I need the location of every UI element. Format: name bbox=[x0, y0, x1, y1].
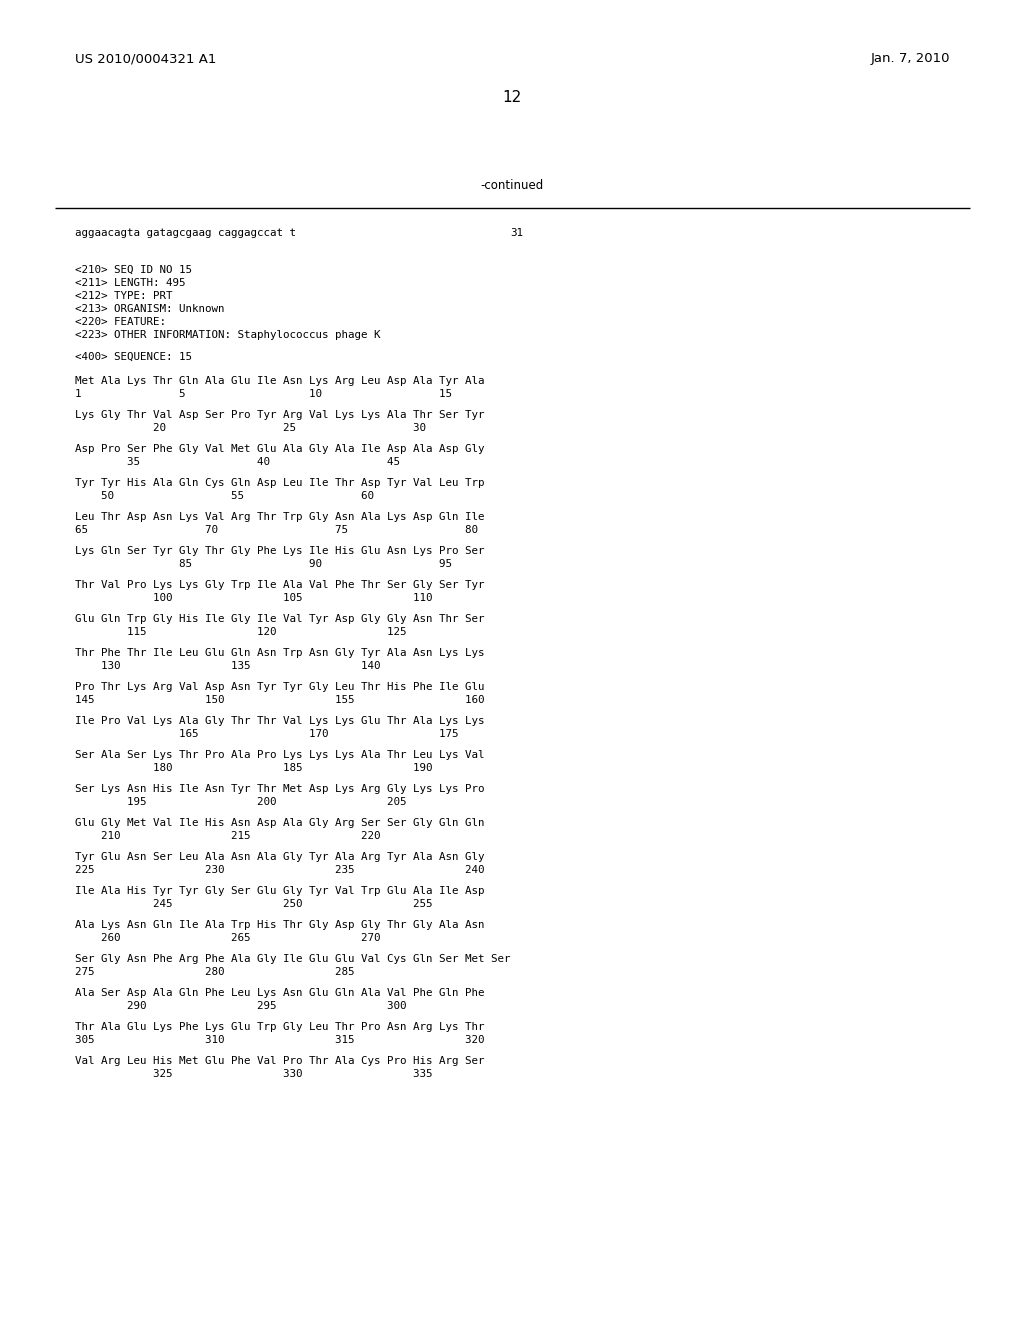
Text: 20                  25                  30: 20 25 30 bbox=[75, 422, 426, 433]
Text: <220> FEATURE:: <220> FEATURE: bbox=[75, 317, 166, 327]
Text: 130                 135                 140: 130 135 140 bbox=[75, 661, 381, 671]
Text: <212> TYPE: PRT: <212> TYPE: PRT bbox=[75, 290, 172, 301]
Text: -continued: -continued bbox=[480, 180, 544, 191]
Text: 225                 230                 235                 240: 225 230 235 240 bbox=[75, 865, 484, 875]
Text: 275                 280                 285: 275 280 285 bbox=[75, 968, 354, 977]
Text: 245                 250                 255: 245 250 255 bbox=[75, 899, 432, 909]
Text: 1               5                   10                  15: 1 5 10 15 bbox=[75, 389, 452, 399]
Text: Thr Val Pro Lys Lys Gly Trp Ile Ala Val Phe Thr Ser Gly Ser Tyr: Thr Val Pro Lys Lys Gly Trp Ile Ala Val … bbox=[75, 579, 484, 590]
Text: Ile Ala His Tyr Tyr Gly Ser Glu Gly Tyr Val Trp Glu Ala Ile Asp: Ile Ala His Tyr Tyr Gly Ser Glu Gly Tyr … bbox=[75, 886, 484, 896]
Text: Ser Gly Asn Phe Arg Phe Ala Gly Ile Glu Glu Val Cys Gln Ser Met Ser: Ser Gly Asn Phe Arg Phe Ala Gly Ile Glu … bbox=[75, 954, 511, 964]
Text: Ala Ser Asp Ala Gln Phe Leu Lys Asn Glu Gln Ala Val Phe Gln Phe: Ala Ser Asp Ala Gln Phe Leu Lys Asn Glu … bbox=[75, 987, 484, 998]
Text: 50                  55                  60: 50 55 60 bbox=[75, 491, 374, 502]
Text: Ser Lys Asn His Ile Asn Tyr Thr Met Asp Lys Arg Gly Lys Lys Pro: Ser Lys Asn His Ile Asn Tyr Thr Met Asp … bbox=[75, 784, 484, 795]
Text: 180                 185                 190: 180 185 190 bbox=[75, 763, 432, 774]
Text: Ile Pro Val Lys Ala Gly Thr Thr Val Lys Lys Glu Thr Ala Lys Lys: Ile Pro Val Lys Ala Gly Thr Thr Val Lys … bbox=[75, 715, 484, 726]
Text: Lys Gly Thr Val Asp Ser Pro Tyr Arg Val Lys Lys Ala Thr Ser Tyr: Lys Gly Thr Val Asp Ser Pro Tyr Arg Val … bbox=[75, 411, 484, 420]
Text: <210> SEQ ID NO 15: <210> SEQ ID NO 15 bbox=[75, 265, 193, 275]
Text: Lys Gln Ser Tyr Gly Thr Gly Phe Lys Ile His Glu Asn Lys Pro Ser: Lys Gln Ser Tyr Gly Thr Gly Phe Lys Ile … bbox=[75, 546, 484, 556]
Text: 260                 265                 270: 260 265 270 bbox=[75, 933, 381, 942]
Text: 35                  40                  45: 35 40 45 bbox=[75, 457, 400, 467]
Text: <400> SEQUENCE: 15: <400> SEQUENCE: 15 bbox=[75, 352, 193, 362]
Text: 85                  90                  95: 85 90 95 bbox=[75, 558, 452, 569]
Text: Ser Ala Ser Lys Thr Pro Ala Pro Lys Lys Lys Ala Thr Leu Lys Val: Ser Ala Ser Lys Thr Pro Ala Pro Lys Lys … bbox=[75, 750, 484, 760]
Text: Tyr Tyr His Ala Gln Cys Gln Asp Leu Ile Thr Asp Tyr Val Leu Trp: Tyr Tyr His Ala Gln Cys Gln Asp Leu Ile … bbox=[75, 478, 484, 488]
Text: 100                 105                 110: 100 105 110 bbox=[75, 593, 432, 603]
Text: 325                 330                 335: 325 330 335 bbox=[75, 1069, 432, 1078]
Text: 305                 310                 315                 320: 305 310 315 320 bbox=[75, 1035, 484, 1045]
Text: Asp Pro Ser Phe Gly Val Met Glu Ala Gly Ala Ile Asp Ala Asp Gly: Asp Pro Ser Phe Gly Val Met Glu Ala Gly … bbox=[75, 444, 484, 454]
Text: Met Ala Lys Thr Gln Ala Glu Ile Asn Lys Arg Leu Asp Ala Tyr Ala: Met Ala Lys Thr Gln Ala Glu Ile Asn Lys … bbox=[75, 376, 484, 385]
Text: 145                 150                 155                 160: 145 150 155 160 bbox=[75, 696, 484, 705]
Text: Val Arg Leu His Met Glu Phe Val Pro Thr Ala Cys Pro His Arg Ser: Val Arg Leu His Met Glu Phe Val Pro Thr … bbox=[75, 1056, 484, 1067]
Text: Ala Lys Asn Gln Ile Ala Trp His Thr Gly Asp Gly Thr Gly Ala Asn: Ala Lys Asn Gln Ile Ala Trp His Thr Gly … bbox=[75, 920, 484, 931]
Text: 290                 295                 300: 290 295 300 bbox=[75, 1001, 407, 1011]
Text: US 2010/0004321 A1: US 2010/0004321 A1 bbox=[75, 51, 216, 65]
Text: Thr Phe Thr Ile Leu Glu Gln Asn Trp Asn Gly Tyr Ala Asn Lys Lys: Thr Phe Thr Ile Leu Glu Gln Asn Trp Asn … bbox=[75, 648, 484, 657]
Text: <211> LENGTH: 495: <211> LENGTH: 495 bbox=[75, 279, 185, 288]
Text: Thr Ala Glu Lys Phe Lys Glu Trp Gly Leu Thr Pro Asn Arg Lys Thr: Thr Ala Glu Lys Phe Lys Glu Trp Gly Leu … bbox=[75, 1022, 484, 1032]
Text: 165                 170                 175: 165 170 175 bbox=[75, 729, 459, 739]
Text: Leu Thr Asp Asn Lys Val Arg Thr Trp Gly Asn Ala Lys Asp Gln Ile: Leu Thr Asp Asn Lys Val Arg Thr Trp Gly … bbox=[75, 512, 484, 521]
Text: 65                  70                  75                  80: 65 70 75 80 bbox=[75, 525, 478, 535]
Text: <213> ORGANISM: Unknown: <213> ORGANISM: Unknown bbox=[75, 304, 224, 314]
Text: 210                 215                 220: 210 215 220 bbox=[75, 832, 381, 841]
Text: Tyr Glu Asn Ser Leu Ala Asn Ala Gly Tyr Ala Arg Tyr Ala Asn Gly: Tyr Glu Asn Ser Leu Ala Asn Ala Gly Tyr … bbox=[75, 851, 484, 862]
Text: <223> OTHER INFORMATION: Staphylococcus phage K: <223> OTHER INFORMATION: Staphylococcus … bbox=[75, 330, 381, 341]
Text: 31: 31 bbox=[510, 228, 523, 238]
Text: aggaacagta gatagcgaag caggagccat t: aggaacagta gatagcgaag caggagccat t bbox=[75, 228, 296, 238]
Text: Pro Thr Lys Arg Val Asp Asn Tyr Tyr Gly Leu Thr His Phe Ile Glu: Pro Thr Lys Arg Val Asp Asn Tyr Tyr Gly … bbox=[75, 682, 484, 692]
Text: 115                 120                 125: 115 120 125 bbox=[75, 627, 407, 638]
Text: Jan. 7, 2010: Jan. 7, 2010 bbox=[870, 51, 950, 65]
Text: 12: 12 bbox=[503, 90, 521, 106]
Text: Glu Gly Met Val Ile His Asn Asp Ala Gly Arg Ser Ser Gly Gln Gln: Glu Gly Met Val Ile His Asn Asp Ala Gly … bbox=[75, 818, 484, 828]
Text: Glu Gln Trp Gly His Ile Gly Ile Val Tyr Asp Gly Gly Asn Thr Ser: Glu Gln Trp Gly His Ile Gly Ile Val Tyr … bbox=[75, 614, 484, 624]
Text: 195                 200                 205: 195 200 205 bbox=[75, 797, 407, 807]
